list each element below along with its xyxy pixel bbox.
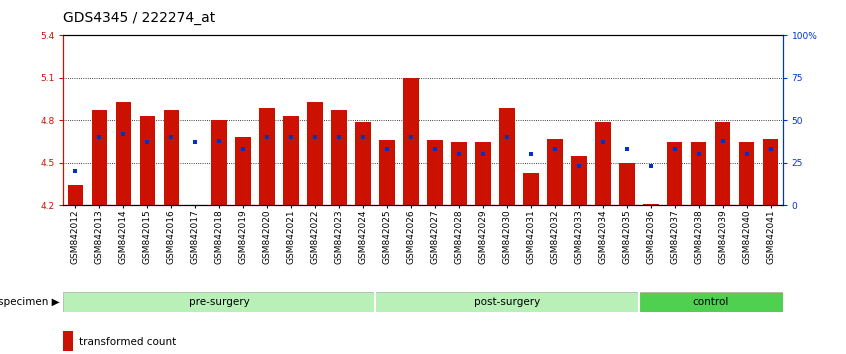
Bar [375, 292, 639, 312]
Bar [63, 331, 73, 351]
Bar [140, 116, 155, 205]
Text: control: control [693, 297, 728, 307]
Bar [667, 142, 683, 205]
Bar [547, 139, 563, 205]
Bar [643, 204, 658, 205]
Bar [475, 142, 491, 205]
Bar [639, 292, 783, 312]
Bar [332, 110, 347, 205]
Bar [68, 185, 83, 205]
Bar [451, 142, 467, 205]
Text: transformed count: transformed count [79, 337, 176, 347]
Bar [499, 108, 514, 205]
Bar [763, 139, 778, 205]
Bar [427, 140, 442, 205]
Bar [595, 122, 611, 205]
Text: specimen ▶: specimen ▶ [0, 297, 59, 307]
Bar [260, 108, 275, 205]
Bar [355, 122, 371, 205]
Bar [91, 110, 107, 205]
Bar [116, 102, 131, 205]
Text: pre-surgery: pre-surgery [189, 297, 250, 307]
Bar [571, 156, 586, 205]
Bar [691, 142, 706, 205]
Bar [739, 142, 755, 205]
Bar [379, 140, 395, 205]
Bar [63, 292, 375, 312]
Bar [715, 122, 730, 205]
Bar [163, 110, 179, 205]
Bar [235, 137, 251, 205]
Text: post-surgery: post-surgery [474, 297, 540, 307]
Bar [619, 163, 634, 205]
Bar [523, 173, 539, 205]
Bar [307, 102, 323, 205]
Text: GDS4345 / 222274_at: GDS4345 / 222274_at [63, 11, 216, 25]
Bar [283, 116, 299, 205]
Bar [404, 78, 419, 205]
Bar [212, 120, 227, 205]
